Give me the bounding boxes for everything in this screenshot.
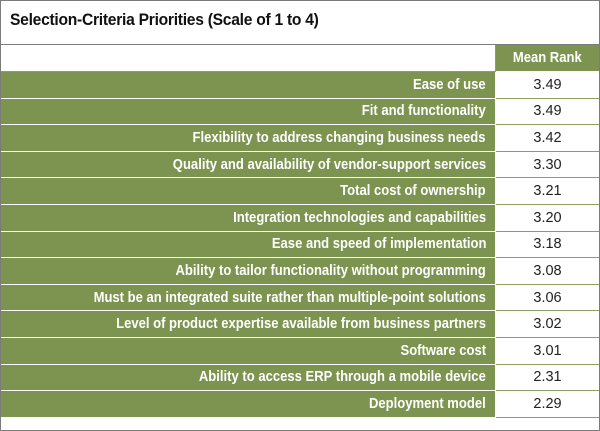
mean-rank-value: 3.08	[496, 258, 599, 285]
criterion-text: Level of product expertise available fro…	[116, 316, 486, 333]
criterion-label: Flexibility to address changing business…	[1, 125, 496, 152]
table-row: Quality and availability of vendor-suppo…	[1, 151, 599, 179]
criterion-label: Software cost	[1, 337, 496, 365]
mean-rank-value: 3.01	[496, 337, 599, 365]
mean-rank-value: 3.06	[496, 284, 599, 312]
criterion-text: Ability to tailor functionality without …	[175, 262, 486, 279]
criterion-label: Total cost of ownership	[1, 178, 496, 205]
criterion-label: Ability to tailor functionality without …	[1, 258, 496, 285]
criterion-text: Must be an integrated suite rather than …	[93, 289, 486, 306]
mean-rank-value: 3.18	[496, 231, 599, 259]
criterion-label: Quality and availability of vendor-suppo…	[1, 151, 496, 179]
table-row: Level of product expertise available fro…	[1, 311, 599, 338]
table-header-row: Mean Rank	[1, 45, 599, 72]
criterion-text: Fit and functionality	[362, 103, 486, 120]
criterion-text: Ease of use	[413, 76, 486, 93]
mean-rank-value: 2.29	[496, 391, 599, 418]
title-divider	[1, 44, 599, 45]
table-row: Flexibility to address changing business…	[1, 125, 599, 152]
table-title: Selection-Criteria Priorities (Scale of …	[10, 10, 319, 29]
criterion-text: Flexibility to address changing business…	[193, 129, 486, 146]
criterion-label: Ease of use	[1, 72, 496, 99]
mean-rank-value: 3.42	[496, 125, 599, 152]
table-row: Software cost 3.01	[1, 337, 599, 365]
criterion-text: Quality and availability of vendor-suppo…	[172, 156, 486, 173]
table-row: Must be an integrated suite rather than …	[1, 284, 599, 312]
criterion-label: Must be an integrated suite rather than …	[1, 284, 496, 312]
ranking-table: Mean Rank Ease of use 3.49 Fit and funct…	[1, 45, 599, 418]
mean-rank-value: 3.49	[496, 98, 599, 126]
table-row: Fit and functionality 3.49	[1, 98, 599, 126]
mean-rank-value: 3.21	[496, 178, 599, 205]
column-header-label: Mean Rank	[513, 50, 582, 66]
mean-rank-value: 3.02	[496, 311, 599, 338]
mean-rank-value: 3.20	[496, 204, 599, 232]
mean-rank-value: 3.30	[496, 151, 599, 179]
criterion-label: Ease and speed of implementation	[1, 231, 496, 259]
table-row: Ease and speed of implementation 3.18	[1, 231, 599, 259]
criterion-text: Ability to access ERP through a mobile d…	[199, 369, 486, 386]
mean-rank-value: 3.49	[496, 72, 599, 99]
criterion-label: Ability to access ERP through a mobile d…	[1, 364, 496, 392]
table-row: Ease of use 3.49	[1, 72, 599, 99]
criterion-text: Deployment model	[369, 395, 486, 412]
column-header-mean-rank: Mean Rank	[496, 45, 599, 72]
criterion-label: Level of product expertise available fro…	[1, 311, 496, 338]
table-row: Total cost of ownership 3.21	[1, 178, 599, 205]
criterion-text: Total cost of ownership	[340, 183, 486, 200]
criterion-text: Software cost	[400, 342, 486, 359]
table-row: Ability to tailor functionality without …	[1, 258, 599, 285]
table-row: Integration technologies and capabilitie…	[1, 204, 599, 232]
header-blank-cell	[1, 45, 496, 72]
table-row: Ability to access ERP through a mobile d…	[1, 364, 599, 392]
criterion-label: Integration technologies and capabilitie…	[1, 204, 496, 232]
table-row: Deployment model 2.29	[1, 391, 599, 418]
criterion-text: Integration technologies and capabilitie…	[232, 209, 486, 226]
mean-rank-value: 2.31	[496, 364, 599, 392]
criterion-label: Fit and functionality	[1, 98, 496, 126]
criterion-text: Ease and speed of implementation	[271, 236, 486, 253]
criterion-label: Deployment model	[1, 391, 496, 418]
